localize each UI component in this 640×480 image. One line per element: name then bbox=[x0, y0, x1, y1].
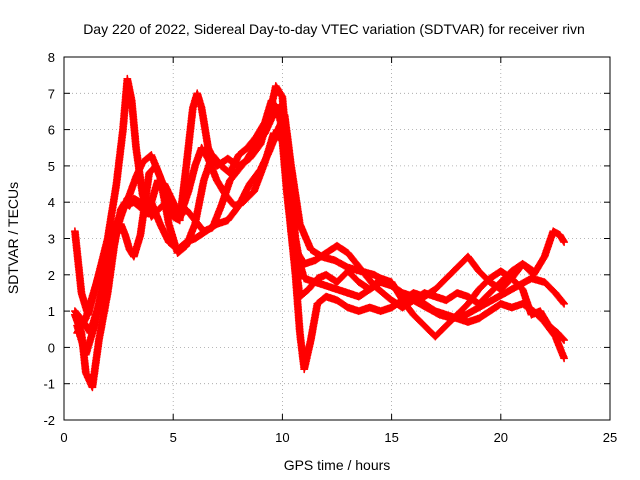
x-tick-label: 15 bbox=[384, 430, 398, 445]
data-series bbox=[70, 74, 569, 392]
chart-title: Day 220 of 2022, Sidereal Day-to-day VTE… bbox=[83, 21, 585, 37]
axis-ticks: 0 5 10 15 20 25 -2 -1 0 1 2 3 4 5 6 7 8 bbox=[43, 50, 617, 445]
series-5-markers bbox=[73, 111, 569, 359]
y-tick-label: -2 bbox=[43, 413, 55, 428]
series-2-markers bbox=[70, 74, 569, 374]
y-tick-label: 8 bbox=[48, 50, 55, 65]
x-axis-label: GPS time / hours bbox=[284, 457, 391, 473]
x-tick-label: 5 bbox=[170, 430, 177, 445]
x-tick-label: 25 bbox=[603, 430, 617, 445]
x-tick-label: 10 bbox=[275, 430, 289, 445]
plot-frame bbox=[63, 56, 611, 421]
y-tick-label: 2 bbox=[48, 268, 55, 283]
grid-lines bbox=[64, 57, 610, 420]
y-tick-label: 0 bbox=[48, 340, 55, 355]
y-tick-label: 4 bbox=[48, 195, 55, 210]
y-tick-label: 7 bbox=[48, 86, 55, 101]
y-axis-label: SDTVAR / TECUs bbox=[5, 182, 21, 294]
y-tick-label: 5 bbox=[48, 159, 55, 174]
y-tick-label: 1 bbox=[48, 304, 55, 319]
y-tick-label: -1 bbox=[43, 377, 55, 392]
y-tick-label: 3 bbox=[48, 232, 55, 247]
y-tick-label: 6 bbox=[48, 123, 55, 138]
x-tick-label: 20 bbox=[494, 430, 508, 445]
x-tick-label: 0 bbox=[60, 430, 67, 445]
